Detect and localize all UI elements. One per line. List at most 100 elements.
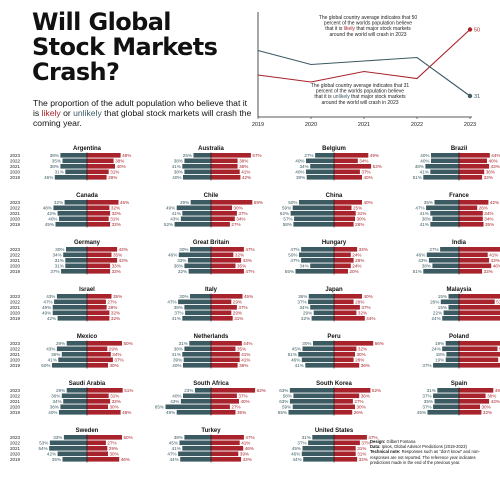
likely-bar bbox=[334, 357, 354, 363]
unlikely-value: 49% bbox=[166, 206, 175, 211]
year-label: 2019 bbox=[10, 316, 21, 321]
unlikely-bar bbox=[190, 200, 211, 205]
likely-bar bbox=[87, 305, 107, 310]
unlikely-bar bbox=[62, 158, 87, 164]
likely-value: 33% bbox=[359, 457, 368, 462]
unlikely-value: 38% bbox=[50, 153, 59, 158]
likely-bar bbox=[459, 258, 490, 263]
unlikely-value: 31% bbox=[55, 258, 64, 263]
unlikely-bar bbox=[302, 446, 334, 451]
likely-value: 41% bbox=[241, 170, 250, 175]
likely-bar bbox=[211, 269, 244, 274]
unlikely-value: 51% bbox=[288, 352, 297, 357]
unlikely-bar bbox=[430, 169, 459, 175]
likely-bar bbox=[87, 153, 121, 158]
unlikely-value: 37% bbox=[297, 441, 306, 446]
likely-bar bbox=[211, 252, 234, 258]
likely-bar bbox=[211, 440, 240, 446]
likely-bar bbox=[87, 158, 114, 164]
likely-bar bbox=[211, 393, 237, 399]
likely-value: 31% bbox=[357, 211, 366, 216]
likely-bar bbox=[211, 158, 238, 164]
likely-bar bbox=[459, 200, 489, 205]
unlikely-value: 38% bbox=[174, 170, 183, 175]
likely-bar bbox=[87, 310, 110, 316]
unlikely-bar bbox=[194, 388, 211, 393]
unlikely-value: 44% bbox=[292, 457, 301, 462]
likely-value: 34% bbox=[484, 217, 493, 222]
unlikely-bar bbox=[289, 399, 334, 404]
unlikely-bar bbox=[49, 446, 87, 451]
unlikely-value: 58% bbox=[283, 394, 292, 399]
likely-bar bbox=[334, 216, 355, 222]
year-label: 2022 bbox=[10, 159, 21, 164]
likely-bar bbox=[334, 305, 360, 310]
unlikely-bar bbox=[289, 388, 334, 393]
likely-value: 48% bbox=[122, 153, 131, 158]
unlikely-bar bbox=[182, 164, 211, 169]
unlikely-bar bbox=[183, 363, 211, 368]
unlikely-value: 30% bbox=[55, 247, 64, 252]
likely-value: 31% bbox=[357, 446, 366, 451]
country-name: Great Britain bbox=[193, 240, 230, 246]
unlikely-value: 46% bbox=[168, 253, 177, 258]
unlikely-value: 38% bbox=[174, 305, 183, 310]
unlikely-bar bbox=[293, 222, 334, 227]
unlikely-bar bbox=[423, 269, 459, 274]
likely-value: 42% bbox=[242, 175, 251, 180]
unlikely-value: 36% bbox=[51, 352, 60, 357]
unlikely-value: 31% bbox=[55, 264, 64, 269]
unlikely-bar bbox=[65, 169, 87, 175]
likely-bar bbox=[459, 316, 500, 321]
unlikely-bar bbox=[57, 451, 87, 457]
likely-value: 28% bbox=[355, 300, 364, 305]
country-name: Poland bbox=[449, 334, 469, 340]
likely-bar bbox=[87, 175, 107, 180]
unlikely-value: 34% bbox=[299, 164, 308, 169]
likely-bar bbox=[459, 404, 480, 410]
likely-bar bbox=[87, 404, 108, 410]
likely-bar bbox=[459, 169, 485, 175]
unlikely-value: 41% bbox=[172, 446, 181, 451]
likely-value: 35% bbox=[485, 222, 494, 227]
unlikely-value: 35% bbox=[52, 457, 61, 462]
country-name: Germany bbox=[74, 240, 101, 246]
likely-value: 32% bbox=[111, 206, 120, 211]
likely-value: 31% bbox=[110, 170, 119, 175]
unlikely-value: 47% bbox=[290, 258, 299, 263]
unlikely-bar bbox=[299, 252, 334, 258]
likely-value: 43% bbox=[119, 247, 128, 252]
unlikely-bar bbox=[432, 263, 459, 269]
likely-bar bbox=[334, 399, 353, 404]
unlikely-bar bbox=[180, 399, 211, 404]
unlikely-bar bbox=[446, 352, 459, 357]
likely-value: 31% bbox=[234, 316, 243, 321]
unlikely-bar bbox=[184, 263, 211, 269]
unlikely-bar bbox=[182, 352, 211, 357]
unlikely-value: 34% bbox=[299, 305, 308, 310]
unlikely-bar bbox=[301, 357, 334, 363]
unlikely-bar bbox=[189, 341, 211, 346]
unlikely-highlight: unlikely bbox=[73, 108, 102, 118]
likely-bar bbox=[87, 451, 108, 457]
unlikely-bar bbox=[433, 393, 459, 399]
likely-value: 52% bbox=[372, 388, 381, 393]
unlikely-bar bbox=[52, 310, 87, 316]
unlikely-value: 41% bbox=[420, 170, 429, 175]
unlikely-bar bbox=[182, 446, 211, 451]
trend-line-1 bbox=[257, 49, 471, 97]
likely-bar bbox=[334, 200, 362, 205]
likely-bar bbox=[334, 352, 355, 357]
likely-bar bbox=[211, 346, 236, 352]
likely-bar bbox=[459, 247, 500, 252]
likely-bar bbox=[334, 222, 354, 227]
likely-bar bbox=[87, 200, 119, 205]
likely-bar bbox=[87, 258, 118, 263]
unlikely-value: 65% bbox=[155, 405, 164, 410]
likely-bar bbox=[334, 435, 367, 440]
likely-value: 30% bbox=[110, 363, 119, 368]
likely-value: 30% bbox=[234, 206, 243, 211]
likely-bar bbox=[211, 316, 233, 321]
country-name: South Korea bbox=[316, 381, 352, 387]
year-label: 2019 bbox=[10, 457, 21, 462]
